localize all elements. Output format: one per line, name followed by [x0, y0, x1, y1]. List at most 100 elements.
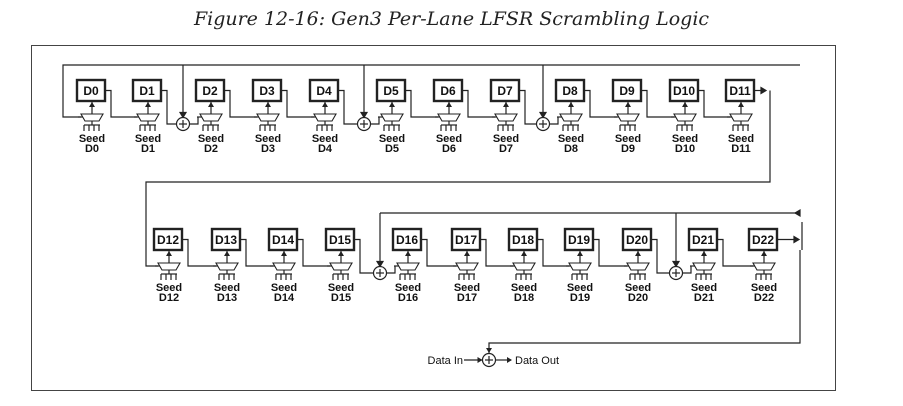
- register-box: [375, 78, 407, 103]
- arrow-head: [208, 102, 214, 107]
- register-label: D18: [512, 233, 534, 247]
- seed-word: Seed: [328, 282, 354, 294]
- xor-gate-before-d2: [175, 116, 191, 132]
- arrow-head: [577, 251, 583, 256]
- chain-wire: [698, 89, 730, 118]
- seed-word: Seed: [156, 282, 182, 294]
- chain-wire: [370, 117, 380, 125]
- seed-id: D0: [85, 143, 99, 155]
- arrow-head: [359, 111, 369, 119]
- register-box: [75, 78, 107, 103]
- register-box: [621, 227, 653, 252]
- register-label: D21: [692, 233, 714, 247]
- arrow-head: [507, 357, 512, 363]
- seed-id: D9: [621, 143, 635, 155]
- chain-wire: [480, 238, 513, 267]
- seed-id: D2: [204, 143, 218, 155]
- register-box: [668, 78, 700, 103]
- seed-mux: [559, 113, 583, 122]
- chain-wire: [682, 266, 692, 274]
- seed-word: Seed: [312, 133, 338, 145]
- register-box: [210, 227, 242, 252]
- register-label: D10: [673, 84, 695, 98]
- chain-wire: [421, 238, 456, 267]
- register-label: D12: [157, 233, 179, 247]
- chain-wire: [281, 89, 314, 118]
- seed-word: Seed: [751, 282, 777, 294]
- register-label: D15: [329, 233, 351, 247]
- register-box: [152, 227, 184, 252]
- arrow-head: [281, 251, 287, 256]
- seed-mux: [396, 262, 420, 271]
- arrow-head: [793, 208, 801, 218]
- register-label: D0: [83, 84, 99, 98]
- register-box: [194, 78, 226, 103]
- seed-id: D6: [442, 143, 456, 155]
- seed-word: Seed: [558, 133, 584, 145]
- register-box: [324, 227, 356, 252]
- seed-mux: [215, 262, 239, 271]
- register-box: [747, 227, 779, 252]
- arrow-head: [568, 102, 574, 107]
- seed-mux: [568, 262, 592, 271]
- register-label: D19: [568, 233, 590, 247]
- register-label: D4: [316, 84, 332, 98]
- arrow-head: [538, 111, 548, 119]
- register-box: [308, 78, 340, 103]
- seed-mux: [512, 262, 536, 271]
- seed-mux: [752, 262, 776, 271]
- register-label: D11: [729, 84, 751, 98]
- arrow-head: [761, 251, 767, 256]
- register-label: D3: [259, 84, 275, 98]
- xor-gate-before-d5: [356, 116, 372, 132]
- seed-word: Seed: [672, 133, 698, 145]
- chain-wire: [182, 238, 216, 267]
- arrow-head: [446, 102, 452, 107]
- arrow-head: [486, 348, 492, 353]
- register-label: D22: [752, 233, 774, 247]
- register-box: [507, 227, 539, 252]
- seed-id: D8: [564, 143, 578, 155]
- arrow-head: [224, 251, 230, 256]
- arrow-head: [477, 357, 483, 363]
- xor-gate-before-d16: [372, 265, 388, 281]
- seed-mux: [692, 262, 716, 271]
- register-box: [563, 227, 595, 252]
- arrow-head: [166, 251, 172, 256]
- data-xor-gate: [481, 352, 497, 368]
- chain-wire: [405, 89, 438, 118]
- register-label: D20: [626, 233, 648, 247]
- arrow-head: [738, 102, 744, 107]
- register-label: D14: [272, 233, 294, 247]
- seed-word: Seed: [567, 282, 593, 294]
- seed-id: D22: [754, 292, 774, 304]
- seed-word: Seed: [271, 282, 297, 294]
- seed-id: D19: [570, 292, 590, 304]
- arrow-head: [503, 102, 509, 107]
- chain-wire: [519, 89, 537, 125]
- seed-mux: [616, 113, 640, 122]
- register-label: D9: [619, 84, 635, 98]
- register-box: [450, 227, 482, 252]
- chain-wire: [584, 89, 617, 118]
- arrow-head: [178, 111, 188, 119]
- seed-word: Seed: [379, 133, 405, 145]
- seed-id: D4: [318, 143, 333, 155]
- seed-mux: [136, 113, 160, 122]
- seed-id: D12: [159, 292, 179, 304]
- register-box: [267, 227, 299, 252]
- seed-mux: [626, 262, 650, 271]
- chain-wire: [549, 117, 559, 125]
- arrow-head: [405, 251, 411, 256]
- seed-mux: [256, 113, 280, 122]
- seed-mux: [729, 113, 753, 122]
- chain-wire: [651, 238, 670, 274]
